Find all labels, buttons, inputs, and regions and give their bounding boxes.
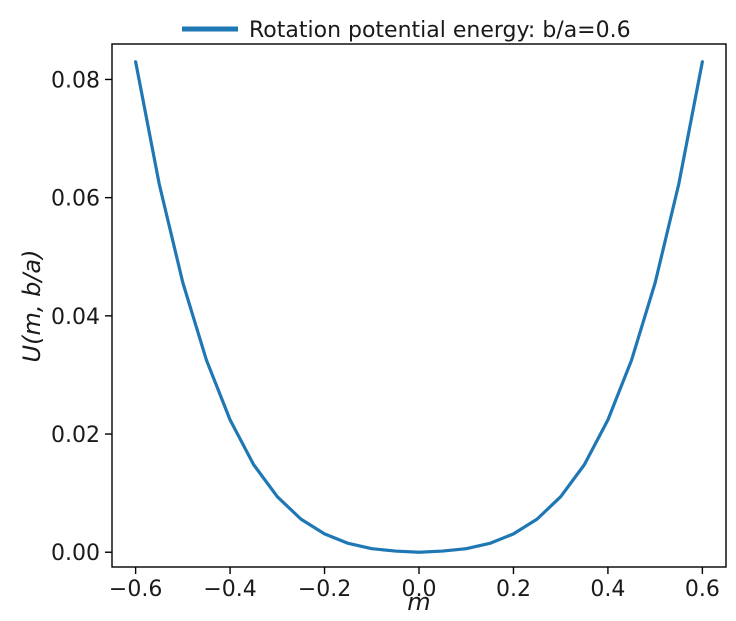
y-tick-label: 0.04 — [51, 305, 100, 330]
x-tick-label: 0.6 — [685, 577, 720, 602]
series-line — [134, 60, 704, 554]
legend: Rotation potential energy: b/a=0.6 — [182, 18, 631, 43]
x-tick-label: 0.2 — [496, 577, 531, 602]
x-tick-label: 0.0 — [402, 577, 437, 602]
legend-label: Rotation potential energy: b/a=0.6 — [249, 18, 631, 43]
y-axis-label: U(m, b/a) — [18, 250, 46, 363]
y-tick-label: 0.02 — [51, 423, 100, 448]
x-tick-label: −0.4 — [203, 577, 256, 602]
y-tick-label: 0.08 — [51, 68, 100, 93]
y-tick-label: 0.06 — [51, 187, 100, 212]
y-axis: 0.00 0.02 0.04 0.06 0.08 — [51, 68, 112, 566]
x-tick-label: −0.2 — [298, 577, 351, 602]
plot-area — [111, 43, 727, 568]
x-axis: −0.6 −0.4 −0.2 0.0 0.2 0.4 0.6 — [109, 567, 720, 602]
x-axis-label: m — [407, 588, 430, 616]
x-tick-label: −0.6 — [109, 577, 162, 602]
y-tick-label: 0.00 — [51, 541, 100, 566]
x-tick-label: 0.4 — [590, 577, 625, 602]
